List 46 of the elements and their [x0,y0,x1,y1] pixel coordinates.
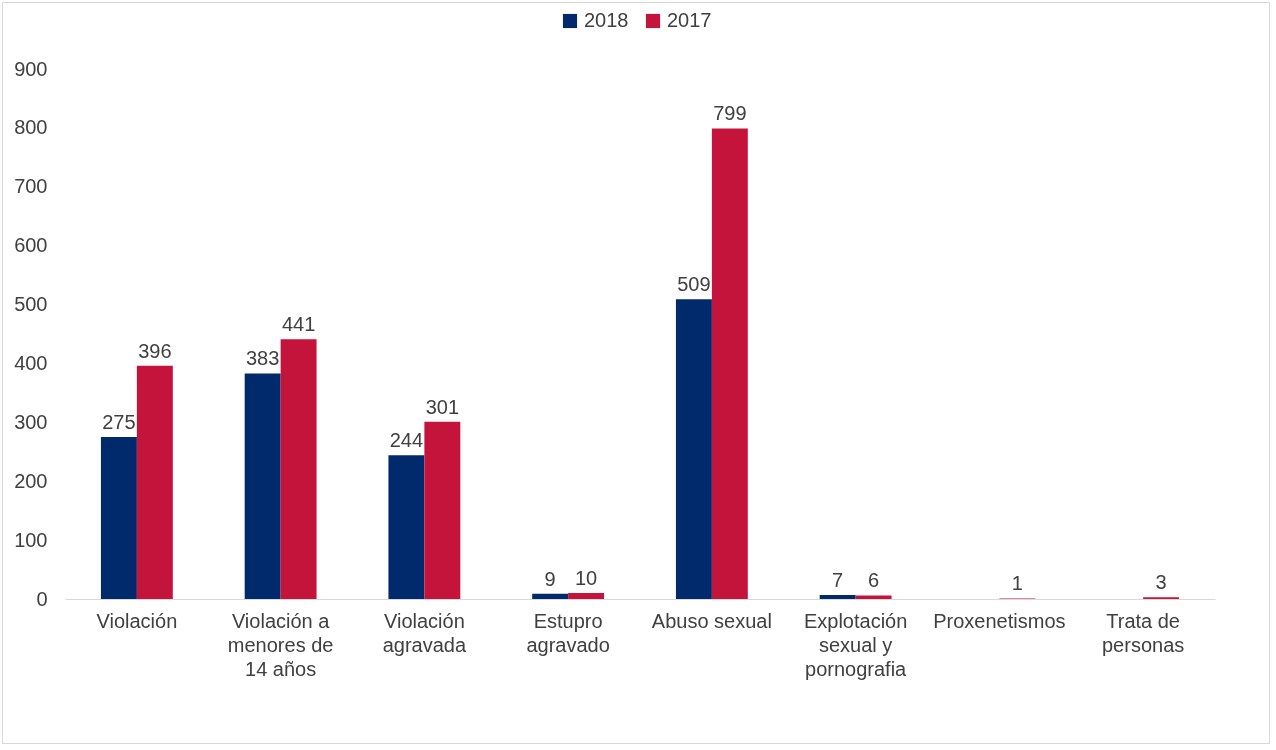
data-label: 9 [544,567,556,590]
x-tick-label: Explotación sexual y pornografia [803,609,908,680]
x-tick-label: Violación a menores de 14 años [227,609,334,680]
y-tick-label: 200 [14,469,48,492]
x-tick-label: Violación [96,609,178,632]
data-label: 301 [425,395,460,418]
data-label: 1 [1011,572,1023,595]
x-tick-label: Proxenetismos [933,609,1066,632]
y-tick-label: 600 [14,234,48,257]
y-tick-label: 300 [14,410,48,433]
bar [136,365,173,599]
bar [675,299,712,599]
data-label: 441 [281,313,316,336]
bar [819,594,856,599]
data-label: 7 [832,568,844,591]
bar [424,421,461,599]
y-tick-label: 100 [14,528,48,551]
bar [280,339,317,599]
bar [568,593,605,599]
y-tick-label: 500 [14,293,48,316]
data-label: 396 [138,339,172,362]
y-tick-label: 800 [14,116,48,139]
bar [711,128,748,599]
x-tick-label: Abuso sexual [651,609,772,632]
x-tick-label: Estupro agravado [526,609,610,656]
bar [100,437,137,599]
legend-label: 2017 [667,9,712,31]
data-label: 509 [677,273,711,296]
bar [532,593,569,599]
data-label: 6 [868,569,880,592]
data-label: 799 [713,102,747,125]
y-tick-label: 0 [36,587,48,610]
data-label: 3 [1155,571,1167,594]
bar [855,595,892,599]
legend-label: 2018 [584,9,629,31]
y-tick-label: 700 [14,175,48,198]
data-label: 10 [574,567,598,590]
data-label: 275 [102,411,136,434]
x-tick-label: Violación agravada [382,609,467,656]
y-tick-label: 900 [14,57,48,80]
bar [244,373,281,599]
data-label: 383 [245,347,280,370]
data-label: 244 [389,429,424,452]
bar [388,455,425,599]
y-tick-label: 400 [14,351,48,374]
x-tick-label: Trata de personas [1101,609,1185,656]
